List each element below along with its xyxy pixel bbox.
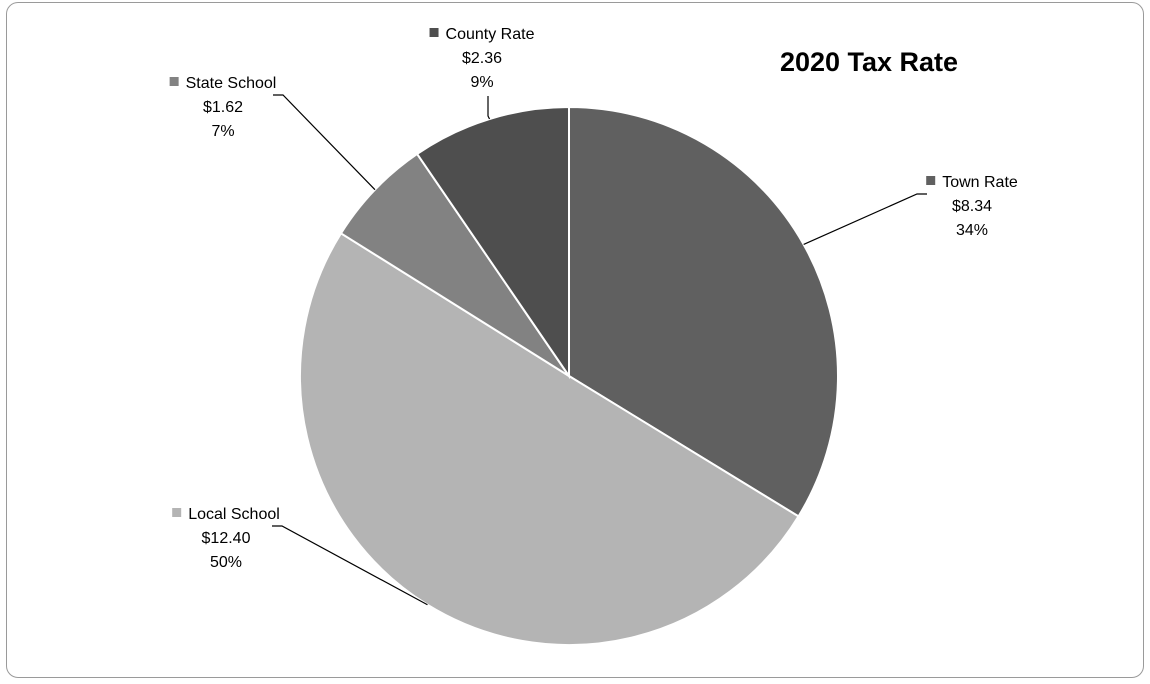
pie-slice-state-school (339, 152, 570, 377)
pie-slice-local-school (298, 231, 800, 646)
leader-line-county-rate (487, 96, 491, 120)
slice-value-label: $2.36 (462, 50, 502, 67)
slice-percent-label: 34% (956, 222, 988, 239)
slice-name-label: State School (186, 75, 277, 92)
data-label-local-school: Local School $12.40 50% (172, 506, 280, 571)
slice-name-label: Local School (188, 506, 280, 523)
slice-percent-label: 7% (211, 123, 234, 140)
legend-key-state-school (169, 77, 179, 86)
leader-lines (272, 94, 927, 606)
slice-value-label: $8.34 (952, 198, 992, 215)
slice-name-label: County Rate (446, 26, 535, 43)
legend-key-town-rate (926, 176, 936, 185)
chart-title: 2020 Tax Rate (780, 47, 958, 77)
data-label-county-rate: County Rate $2.36 9% (429, 26, 535, 91)
pie-slice-town-rate (568, 105, 839, 518)
leader-line-town-rate (803, 193, 927, 246)
legend-key-county-rate (429, 28, 439, 37)
slice-name-label: Town Rate (942, 174, 1018, 191)
data-labels: Town Rate $8.34 34% Local School $12.40 50% St… (169, 26, 1018, 571)
legend-key-local-school (172, 508, 182, 517)
data-label-state-school: State School $1.62 7% (169, 75, 277, 140)
slice-value-label: $12.40 (202, 530, 251, 547)
leader-line-local-school (272, 525, 428, 606)
leader-line-state-school (273, 94, 376, 191)
data-label-town-rate: Town Rate $8.34 34% (926, 174, 1018, 239)
slice-percent-label: 9% (470, 74, 493, 91)
slice-percent-label: 50% (210, 554, 242, 571)
slice-value-label: $1.62 (203, 99, 243, 116)
pie-slices (298, 105, 839, 646)
